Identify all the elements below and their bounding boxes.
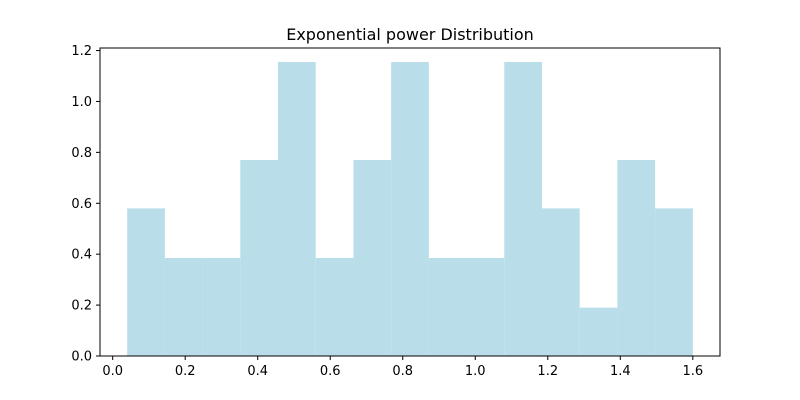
- y-tick-label: 1.2: [71, 44, 92, 59]
- histogram-bar-1: [127, 208, 165, 356]
- y-tick-label: 0.4: [71, 248, 92, 263]
- y-tick-label: 0.8: [71, 146, 92, 161]
- x-tick-label: 0.2: [175, 364, 196, 379]
- y-axis: 0.0 0.2 0.4 0.6 0.8 1.0 1.2: [71, 44, 100, 365]
- plot-frame: [99, 47, 721, 357]
- bars-group: [127, 62, 693, 356]
- histogram-bar-3: [202, 258, 241, 356]
- histogram-bar-6: [315, 258, 354, 356]
- x-tick-label: 0.6: [320, 364, 341, 379]
- chart-title: Exponential power Distribution: [286, 25, 534, 44]
- x-axis: 0.0 0.2 0.4 0.6 0.8 1.0 1.2 1.4 1.6: [102, 356, 703, 379]
- histogram-bar-7: [353, 160, 392, 356]
- x-tick-label: 0.0: [102, 364, 123, 379]
- x-tick-label: 0.4: [247, 364, 268, 379]
- histogram-bar-10: [466, 258, 505, 356]
- x-tick-label: 1.2: [537, 364, 558, 379]
- x-tick-label: 1.6: [682, 364, 703, 379]
- x-tick-label: 1.0: [465, 364, 486, 379]
- histogram-bar-2: [164, 258, 203, 356]
- x-tick-label: 1.4: [610, 364, 631, 379]
- histogram-bar-9: [428, 258, 467, 356]
- y-tick-label: 1.0: [71, 95, 92, 110]
- histogram-bar-15: [655, 208, 693, 356]
- y-tick-label: 0.0: [71, 350, 92, 365]
- histogram-bar-13: [579, 307, 618, 356]
- histogram-bar-5: [278, 62, 316, 356]
- y-tick-label: 0.6: [71, 197, 92, 212]
- histogram-bar-8: [391, 62, 429, 356]
- histogram-bar-14: [617, 160, 656, 356]
- histogram-bar-11: [504, 62, 542, 356]
- histogram-bar-4: [240, 160, 279, 356]
- x-tick-label: 0.8: [392, 364, 413, 379]
- y-tick-label: 0.2: [71, 299, 92, 314]
- histogram-bar-12: [541, 208, 580, 356]
